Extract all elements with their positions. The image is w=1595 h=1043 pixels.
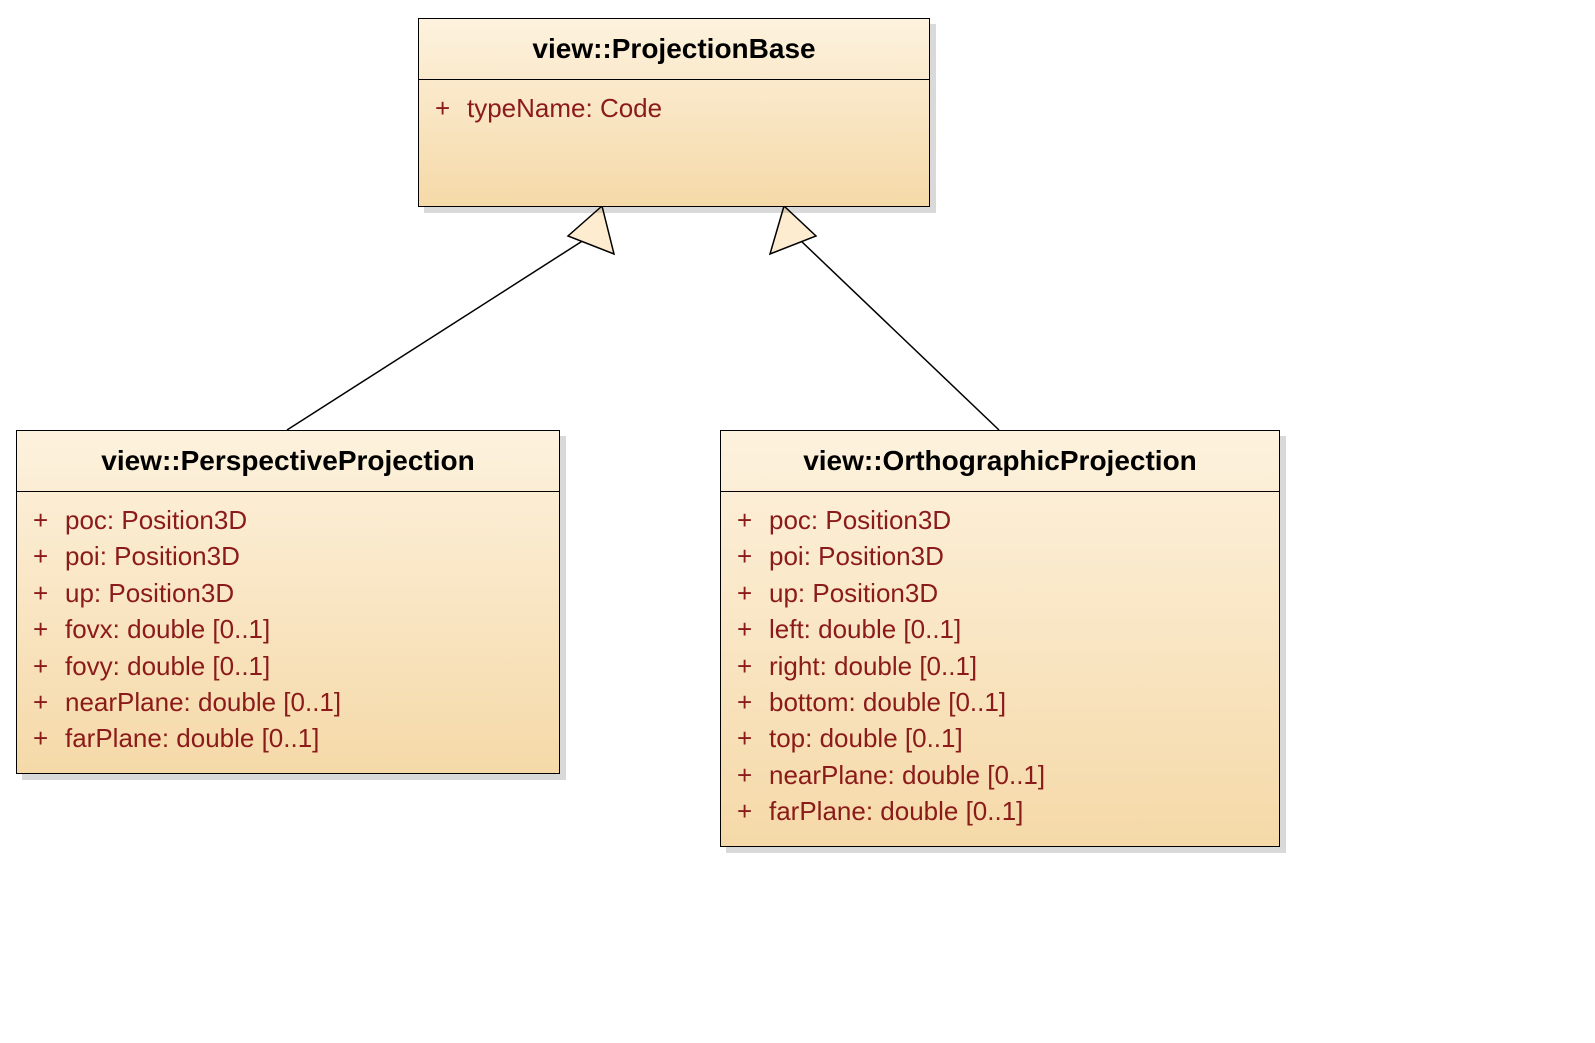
uml-canvas: view::ProjectionBase + typeName: Code vi… bbox=[0, 0, 1595, 1043]
attr-visibility: + bbox=[737, 757, 761, 793]
attr-row: + poc: Position3D bbox=[33, 502, 543, 538]
class-title: view::PerspectiveProjection bbox=[17, 431, 559, 492]
edge-perspective-to-base-arrowhead bbox=[568, 206, 614, 254]
attr-visibility: + bbox=[737, 684, 761, 720]
attr-text: nearPlane: double [0..1] bbox=[65, 684, 341, 720]
attr-text: bottom: double [0..1] bbox=[769, 684, 1006, 720]
attr-visibility: + bbox=[737, 502, 761, 538]
attr-row: + fovy: double [0..1] bbox=[33, 648, 543, 684]
class-orthographic-projection: view::OrthographicProjection + poc: Posi… bbox=[720, 430, 1280, 847]
attr-text: farPlane: double [0..1] bbox=[65, 720, 319, 756]
attr-visibility: + bbox=[33, 575, 57, 611]
class-attrs: + typeName: Code bbox=[419, 80, 929, 206]
attr-row: + nearPlane: double [0..1] bbox=[737, 757, 1263, 793]
attr-visibility: + bbox=[33, 684, 57, 720]
attr-row: + top: double [0..1] bbox=[737, 720, 1263, 756]
attr-text: poi: Position3D bbox=[65, 538, 240, 574]
attr-visibility: + bbox=[435, 90, 459, 126]
attr-row: + poi: Position3D bbox=[33, 538, 543, 574]
attr-text: left: double [0..1] bbox=[769, 611, 961, 647]
attr-text: right: double [0..1] bbox=[769, 648, 977, 684]
attr-row: + right: double [0..1] bbox=[737, 648, 1263, 684]
attr-visibility: + bbox=[737, 611, 761, 647]
class-projection-base: view::ProjectionBase + typeName: Code bbox=[418, 18, 930, 207]
attr-text: fovy: double [0..1] bbox=[65, 648, 270, 684]
attr-text: up: Position3D bbox=[65, 575, 234, 611]
edge-orthographic-to-base bbox=[800, 240, 999, 430]
attr-text: poi: Position3D bbox=[769, 538, 944, 574]
class-attrs: + poc: Position3D + poi: Position3D + up… bbox=[721, 492, 1279, 846]
attr-visibility: + bbox=[737, 648, 761, 684]
attr-text: poc: Position3D bbox=[65, 502, 247, 538]
attr-row: + up: Position3D bbox=[737, 575, 1263, 611]
attr-row: + up: Position3D bbox=[33, 575, 543, 611]
attr-visibility: + bbox=[33, 502, 57, 538]
class-title: view::OrthographicProjection bbox=[721, 431, 1279, 492]
attr-text: up: Position3D bbox=[769, 575, 938, 611]
attr-row: + poi: Position3D bbox=[737, 538, 1263, 574]
attr-row: + left: double [0..1] bbox=[737, 611, 1263, 647]
attr-visibility: + bbox=[33, 720, 57, 756]
attr-visibility: + bbox=[33, 538, 57, 574]
attr-visibility: + bbox=[33, 648, 57, 684]
attr-row: + typeName: Code bbox=[435, 90, 913, 126]
attr-visibility: + bbox=[33, 611, 57, 647]
attr-visibility: + bbox=[737, 575, 761, 611]
edge-perspective-to-base bbox=[287, 240, 584, 430]
attr-text: nearPlane: double [0..1] bbox=[769, 757, 1045, 793]
attr-row: + nearPlane: double [0..1] bbox=[33, 684, 543, 720]
attr-row: + poc: Position3D bbox=[737, 502, 1263, 538]
attr-text: farPlane: double [0..1] bbox=[769, 793, 1023, 829]
attr-row: + bottom: double [0..1] bbox=[737, 684, 1263, 720]
attr-visibility: + bbox=[737, 793, 761, 829]
attr-text: typeName: Code bbox=[467, 90, 662, 126]
edge-orthographic-to-base-arrowhead bbox=[770, 206, 816, 254]
attr-text: poc: Position3D bbox=[769, 502, 951, 538]
attr-row: + farPlane: double [0..1] bbox=[33, 720, 543, 756]
attr-visibility: + bbox=[737, 538, 761, 574]
class-title: view::ProjectionBase bbox=[419, 19, 929, 80]
attr-row: + fovx: double [0..1] bbox=[33, 611, 543, 647]
attr-text: top: double [0..1] bbox=[769, 720, 963, 756]
attr-visibility: + bbox=[737, 720, 761, 756]
attr-text: fovx: double [0..1] bbox=[65, 611, 270, 647]
class-perspective-projection: view::PerspectiveProjection + poc: Posit… bbox=[16, 430, 560, 774]
class-attrs: + poc: Position3D + poi: Position3D + up… bbox=[17, 492, 559, 773]
attr-row: + farPlane: double [0..1] bbox=[737, 793, 1263, 829]
